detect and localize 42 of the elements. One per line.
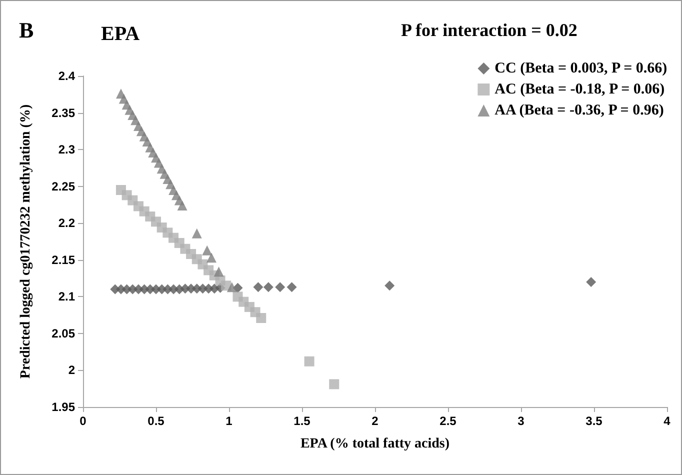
legend-label: AC (Beta = -0.18, P = 0.06) xyxy=(494,82,665,98)
point xyxy=(192,228,202,238)
point xyxy=(202,245,212,256)
x-tick-label: 1 xyxy=(226,414,233,428)
point xyxy=(586,276,596,287)
point xyxy=(256,313,266,323)
y-tick-label: 2.05 xyxy=(52,326,76,340)
y-tick-label: 2 xyxy=(68,363,76,378)
y-tick-label: 2.2 xyxy=(58,216,76,230)
y-tick-label: 2.1 xyxy=(58,290,76,304)
x-tick-label: 4 xyxy=(664,414,671,428)
y-tick-label: 1.95 xyxy=(52,400,76,414)
text: B xyxy=(19,18,34,42)
legend-label: CC (Beta = 0.003, P = 0.66) xyxy=(494,60,668,76)
point xyxy=(253,282,264,292)
y-tick-label: 2.3 xyxy=(58,142,76,157)
point xyxy=(226,282,237,292)
text: P for interaction = 0.02 xyxy=(401,20,578,40)
point xyxy=(177,200,188,210)
x-tick-label: 2 xyxy=(372,414,379,428)
chart-title: EPA xyxy=(101,23,140,45)
point xyxy=(286,282,297,292)
point xyxy=(214,266,224,277)
x-tick-label: 0 xyxy=(80,414,87,428)
y-tick-label: 2.15 xyxy=(52,252,76,267)
point xyxy=(263,282,274,292)
point xyxy=(384,280,395,291)
x-tick-label: 2.5 xyxy=(440,414,457,428)
x-tick-label: 0.5 xyxy=(148,414,165,428)
x-tick-label: 1.5 xyxy=(294,414,311,428)
point xyxy=(304,356,314,366)
y-tick-label: 2.25 xyxy=(52,179,76,194)
x-axis-title: EPA (% total fatty acids) xyxy=(300,436,450,452)
x-tick-label: 3 xyxy=(518,414,525,428)
y-tick-label: 2.4 xyxy=(58,69,76,83)
y-axis-title: Predicted logged cg01770232 methylation (%) xyxy=(18,104,34,379)
point xyxy=(206,252,216,263)
point xyxy=(329,379,340,390)
y-tick-label: 2.35 xyxy=(52,106,76,120)
point xyxy=(275,282,286,292)
x-tick-label: 3.5 xyxy=(586,414,603,428)
legend-label: AA (Beta = -0.36, P = 0.96) xyxy=(494,102,664,118)
